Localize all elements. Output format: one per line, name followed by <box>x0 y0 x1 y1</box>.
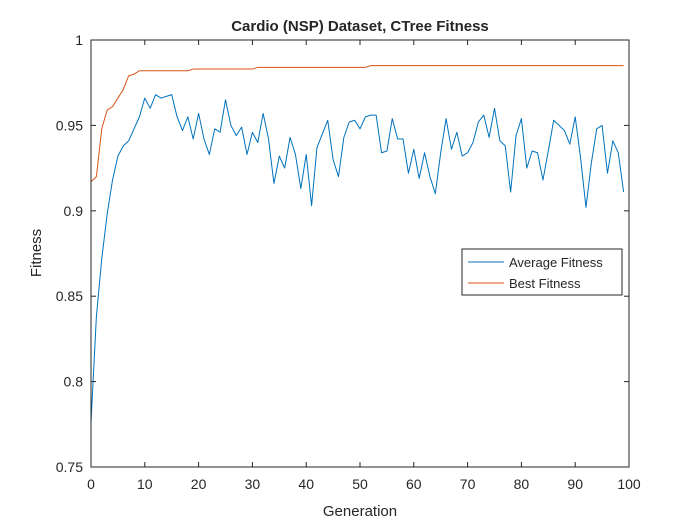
y-tick-label-1: 1 <box>75 32 83 48</box>
legend-label-best-fitness: Best Fitness <box>509 276 581 291</box>
x-tick-label-80: 80 <box>514 476 530 492</box>
legend-label-average-fitness: Average Fitness <box>509 255 603 270</box>
x-ticks: 0 10 20 30 40 50 60 70 80 90 100 <box>87 40 641 492</box>
y-tick-label-0.75: 0.75 <box>56 459 83 475</box>
y-tick-label-0.85: 0.85 <box>56 288 83 304</box>
y-ticks: 0.75 0.8 0.85 0.9 0.95 1 <box>56 32 629 475</box>
y-tick-label-0.9: 0.9 <box>64 203 84 219</box>
x-tick-label-40: 40 <box>298 476 314 492</box>
series-line-average-fitness <box>90 94 625 423</box>
x-tick-label-90: 90 <box>567 476 583 492</box>
x-tick-label-10: 10 <box>137 476 153 492</box>
x-tick-label-100: 100 <box>617 476 641 492</box>
chart-title: Cardio (NSP) Dataset, CTree Fitness <box>231 18 489 35</box>
x-tick-label-20: 20 <box>191 476 207 492</box>
series-line-best-fitness <box>90 65 624 183</box>
y-tick-label-0.95: 0.95 <box>56 117 83 133</box>
y-tick-label-0.8: 0.8 <box>64 374 84 390</box>
x-tick-label-60: 60 <box>406 476 422 492</box>
x-tick-label-50: 50 <box>352 476 368 492</box>
legend-box <box>461 248 623 296</box>
y-axis-label: Fitness <box>28 229 45 277</box>
legend: Average Fitness Best Fitness <box>461 248 623 296</box>
x-tick-label-30: 30 <box>245 476 261 492</box>
series-layer <box>90 65 625 423</box>
x-tick-label-0: 0 <box>87 476 95 492</box>
x-axis-label: Generation <box>323 503 397 520</box>
x-tick-label-70: 70 <box>460 476 476 492</box>
